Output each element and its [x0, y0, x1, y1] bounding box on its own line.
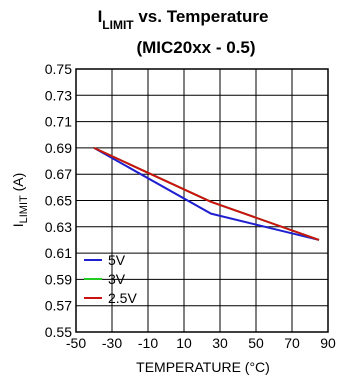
legend: 5V 3V 2.5V [84, 252, 137, 306]
y-tick-labels: 0.55 0.57 0.59 0.61 0.63 0.65 0.67 0.69 0.71 0.73… [45, 61, 72, 340]
legend-label: 3V [108, 271, 126, 287]
x-tick-label: 30 [212, 335, 228, 351]
x-tick-label: -50 [66, 335, 86, 351]
chart-title-line2: (MIC20xx - 0.5) [136, 38, 255, 57]
y-axis-title: ILIMIT (A) [10, 173, 30, 228]
x-tick-label: 70 [284, 335, 300, 351]
legend-label: 5V [108, 252, 126, 268]
y-tick-label: 0.55 [45, 324, 72, 340]
y-tick-label: 0.65 [45, 193, 72, 209]
x-tick-labels: -50 -30 -10 10 30 50 70 90 [66, 335, 336, 351]
chart-title-line1: ILIMIT vs. Temperature [98, 7, 269, 32]
grid-lines [76, 69, 328, 332]
x-tick-label: 10 [176, 335, 192, 351]
x-axis-title: TEMPERATURE (°C) [136, 359, 270, 375]
y-tick-label: 0.59 [45, 271, 72, 287]
y-tick-label: 0.61 [45, 245, 72, 261]
y-tick-label: 0.73 [45, 87, 72, 103]
y-tick-label: 0.63 [45, 219, 72, 235]
x-tick-label: 90 [320, 335, 336, 351]
legend-label: 2.5V [108, 290, 137, 306]
y-tick-label: 0.71 [45, 114, 72, 130]
y-tick-label: 0.67 [45, 166, 72, 182]
y-tick-label: 0.57 [45, 298, 72, 314]
x-tick-label: -30 [102, 335, 122, 351]
y-tick-label: 0.69 [45, 140, 72, 156]
series-line-2.5V [93, 146, 320, 241]
y-tick-label: 0.75 [45, 61, 72, 77]
x-tick-label: 50 [248, 335, 264, 351]
x-tick-label: -10 [138, 335, 158, 351]
series-lines [93, 146, 320, 241]
series-line-5V [93, 147, 320, 241]
